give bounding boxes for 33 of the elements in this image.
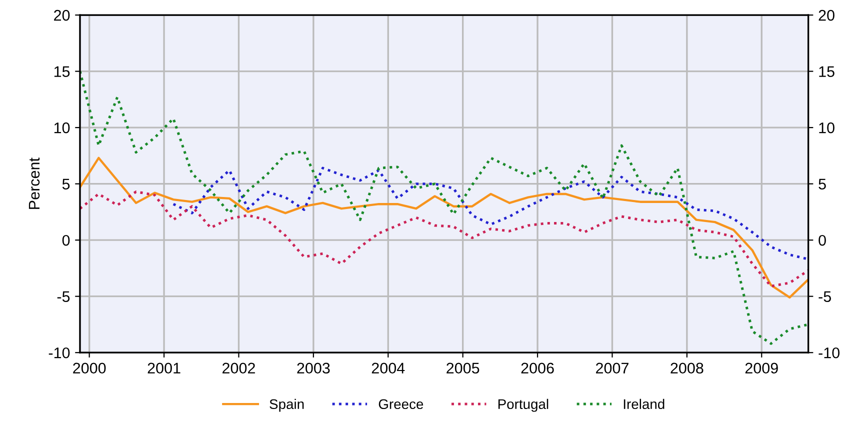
x-tick-label: 2008 xyxy=(670,362,704,374)
x-tick-label: 2004 xyxy=(372,362,405,374)
legend-label: Greece xyxy=(378,399,424,410)
y2-tick-label: -10 xyxy=(818,347,840,358)
line-series xyxy=(80,190,808,288)
line-series xyxy=(80,70,808,345)
y-tick-label: 10 xyxy=(54,122,70,134)
legend-label: Spain xyxy=(270,398,304,412)
line-series xyxy=(80,156,808,299)
y2-tick-label: 5 xyxy=(818,178,826,190)
line-series xyxy=(172,166,808,260)
y-tick-label: -10 xyxy=(48,347,70,358)
y2-tick-label: -5 xyxy=(818,291,831,302)
y-tick-label: 15 xyxy=(54,66,70,77)
legend-label: Ireland xyxy=(624,398,664,410)
y2-tick-label: 20 xyxy=(818,10,834,21)
legend-label: Portugal xyxy=(498,398,548,412)
y-axis-title: Percent xyxy=(28,158,40,209)
y-tick-label: 5 xyxy=(62,178,70,190)
y2-tick-label: 10 xyxy=(819,122,834,134)
x-tick-label: 2002 xyxy=(222,362,255,374)
x-tick-label: 2007 xyxy=(596,362,628,374)
x-tick-label: 2000 xyxy=(73,362,106,374)
y-tick-label: 20 xyxy=(54,10,70,21)
x-tick-label: 2003 xyxy=(297,362,330,374)
y2-tick-label: 0 xyxy=(818,234,826,246)
x-tick-label: 2005 xyxy=(446,362,480,374)
x-tick-label: 2006 xyxy=(521,362,554,374)
x-tick-label: 2009 xyxy=(745,362,778,374)
y-tick-label: 0 xyxy=(62,234,70,246)
y2-tick-label: 15 xyxy=(819,66,834,77)
y-tick-label: -5 xyxy=(57,291,70,302)
x-tick-label: 2001 xyxy=(148,362,180,374)
